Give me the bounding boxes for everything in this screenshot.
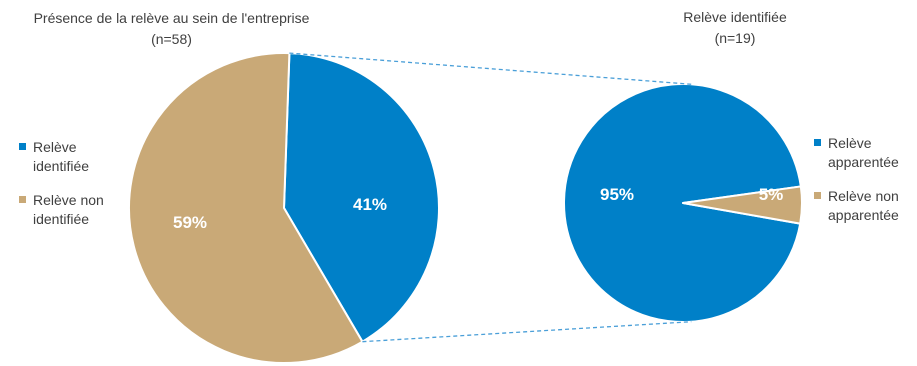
pie-2-slice-releve-non-apparentee (682, 185, 803, 225)
legend-item-releve-identifiee: Relève identifiée (19, 138, 104, 176)
chart-1-title-block: Présence de la relève au sein de l'entre… (4, 8, 339, 50)
chart-2-subtitle: (n=19) (714, 30, 756, 46)
chart-1-slice-label-identifiee: 41% (352, 195, 388, 214)
legend-swatch-blue (19, 143, 26, 150)
legend-item-releve-apparentee: Relève apparentée (814, 134, 899, 172)
legend-swatch-tan (814, 192, 821, 199)
legend-label: Relève identifiée (33, 139, 90, 174)
legend-label: Relève non identifiée (33, 192, 104, 227)
chart-2-title-block: Relève identifiée (n=19) (640, 7, 830, 49)
legend-label: Relève non apparentée (828, 188, 899, 223)
chart-1-subtitle: (n=58) (151, 31, 192, 47)
pie-1-slice-releve-non-identifiee (128, 52, 364, 364)
pie-1-slice-releve-identifiee (283, 52, 440, 343)
chart-2-title: Relève identifiée (683, 9, 787, 25)
chart-2-slice-label-non-apparentee: 5% (758, 185, 784, 204)
chart-1-slice-label-non-identifiee: 59% (172, 213, 208, 232)
legend-swatch-tan (19, 196, 26, 203)
chart-1-legend: Relève identifiée Relève non identifiée (19, 138, 104, 244)
chart-2-legend: Relève apparentée Relève non apparentée (814, 134, 899, 240)
legend-item-releve-non-apparentee: Relève non apparentée (814, 187, 899, 225)
chart-2-slice-label-apparentee: 95% (599, 185, 635, 204)
chart-1-title: Présence de la relève au sein de l'entre… (33, 10, 310, 26)
legend-swatch-blue (814, 139, 821, 146)
legend-label: Relève apparentée (828, 135, 899, 170)
connector-line-bottom (362, 321, 692, 343)
legend-item-releve-non-identifiee: Relève non identifiée (19, 191, 104, 229)
